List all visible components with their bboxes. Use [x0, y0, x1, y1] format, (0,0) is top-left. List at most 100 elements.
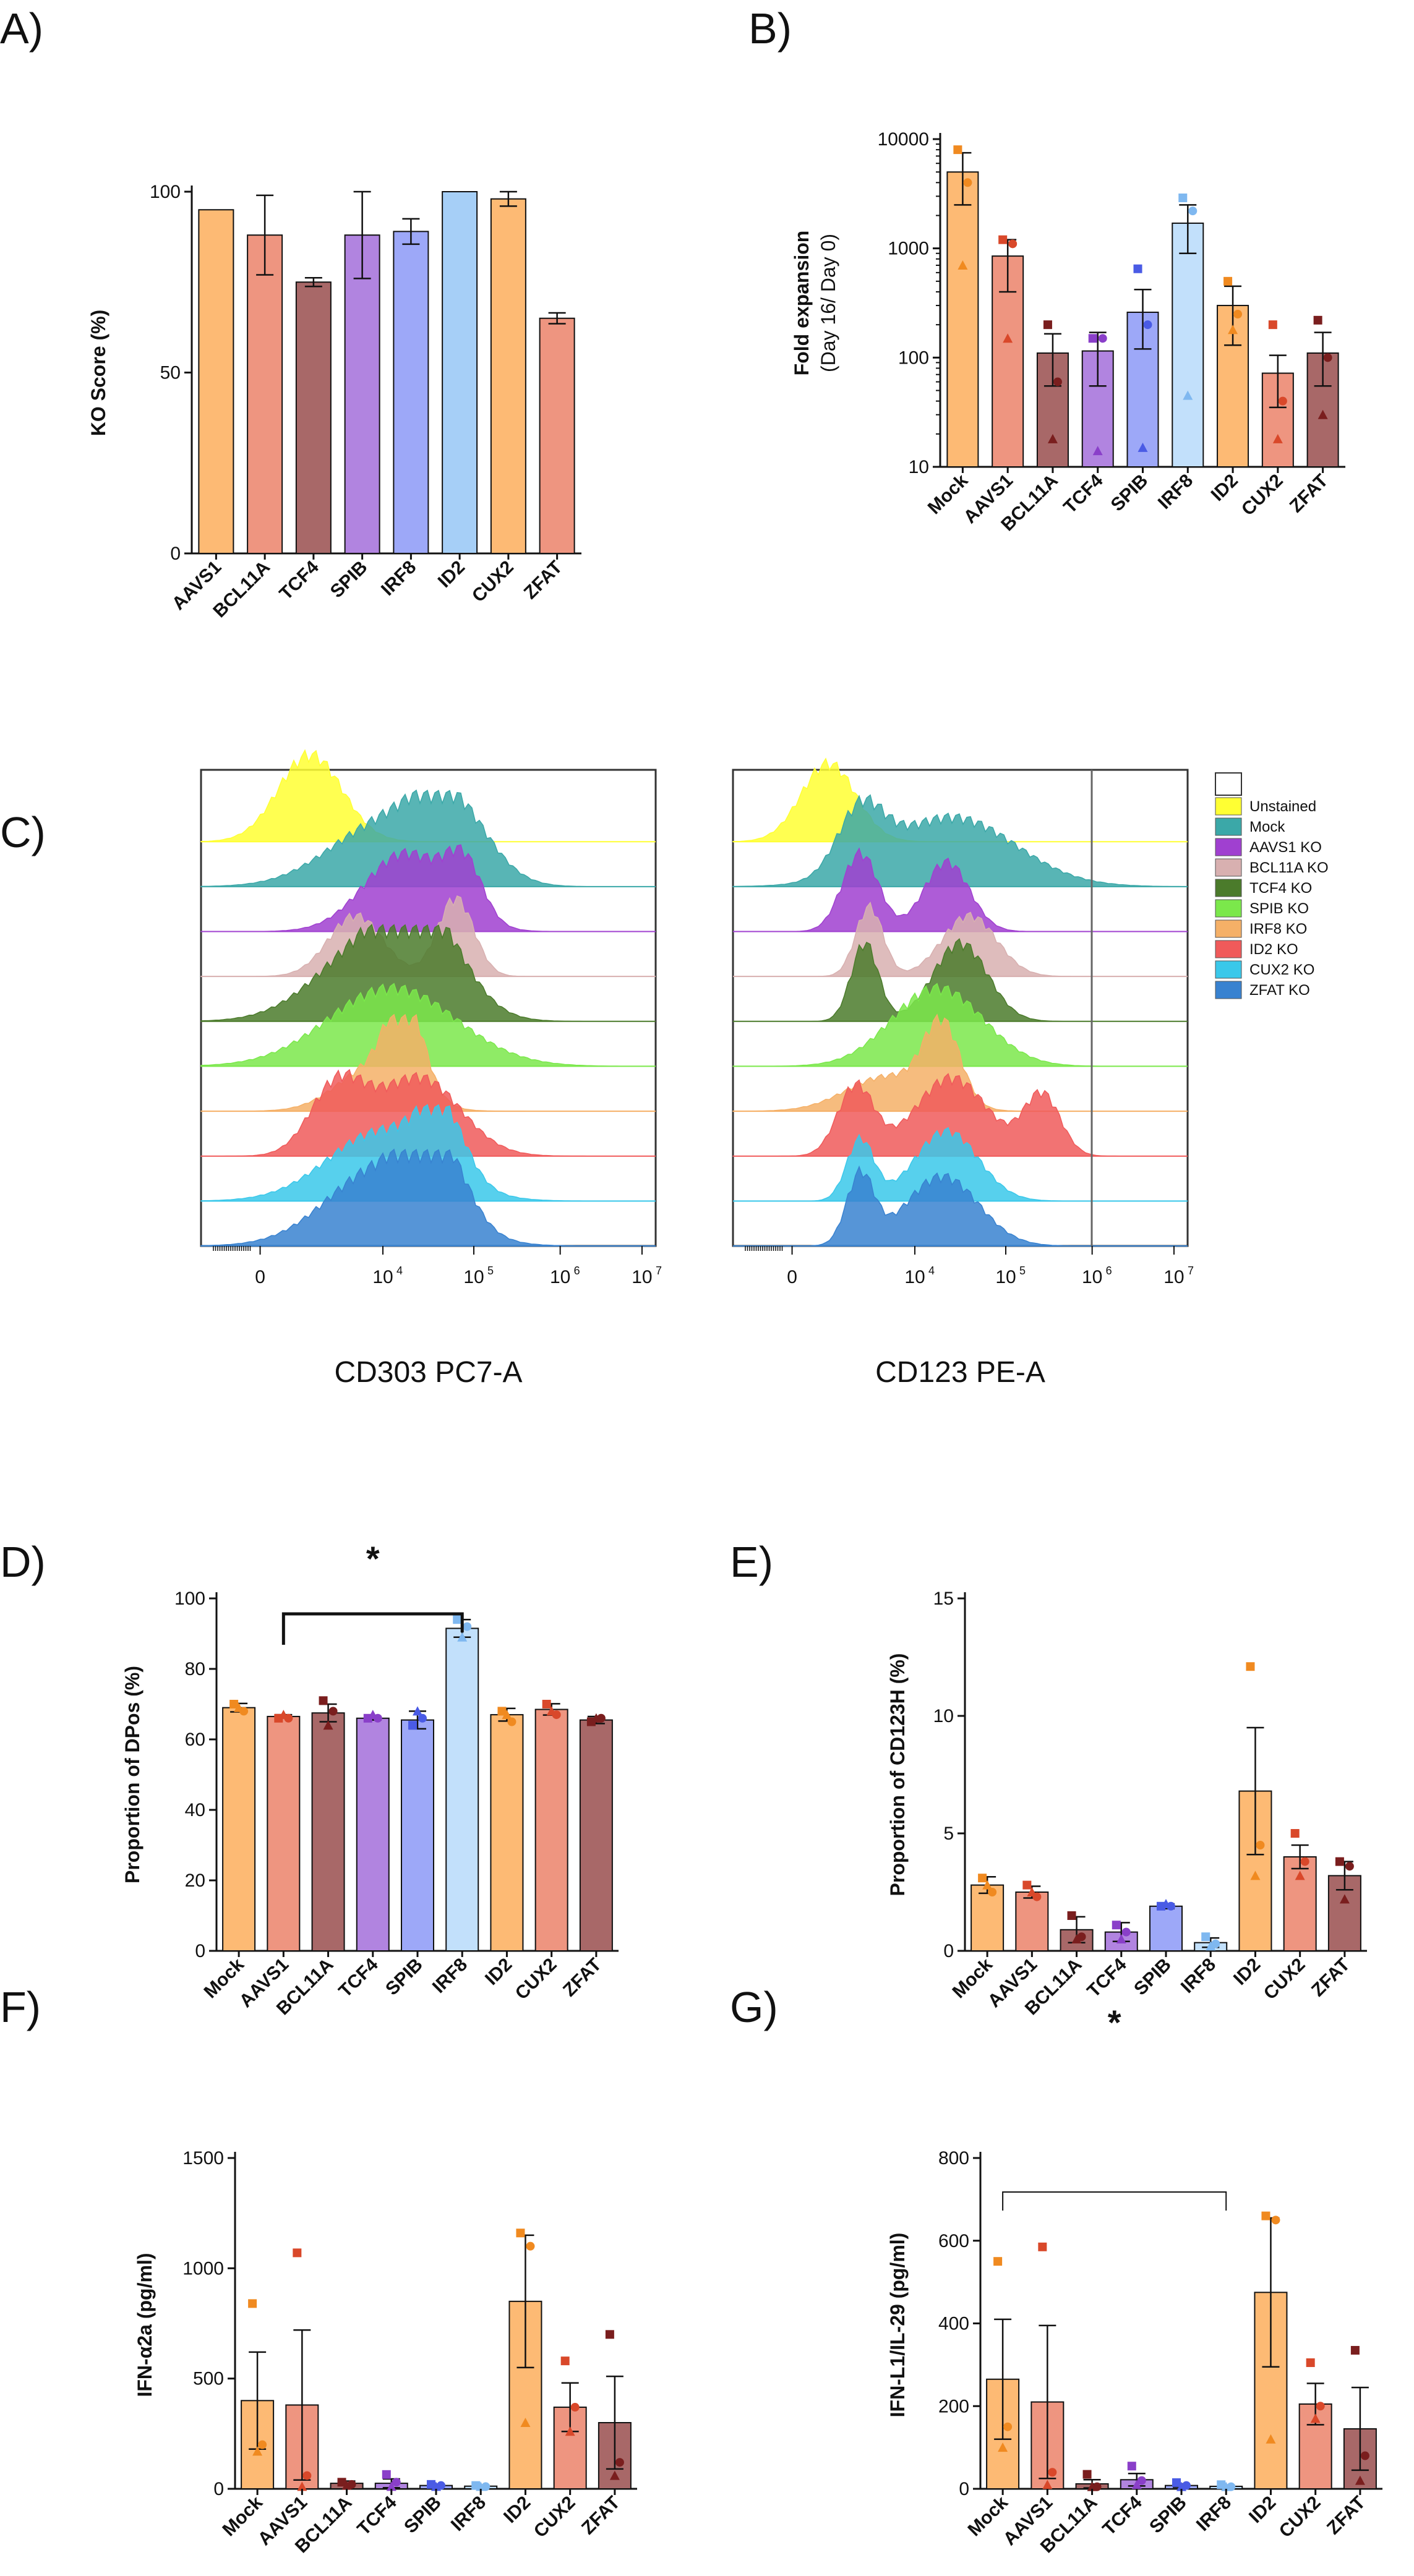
data-point — [615, 2458, 624, 2467]
bar — [295, 281, 332, 554]
y-tick-label: 1000 — [888, 239, 929, 259]
y-axis-title: IFN-L1/IL-29 (pg/ml) — [886, 2233, 909, 2418]
category-label: TCF4 — [1099, 2492, 1146, 2540]
data-point — [453, 1615, 462, 1624]
data-point — [1022, 1880, 1032, 1890]
data-point — [1082, 2470, 1092, 2479]
x-tick-exponent: 7 — [1188, 1265, 1194, 1277]
x-tick-exponent: 6 — [1106, 1265, 1112, 1277]
category-label: IRF8 — [429, 1955, 471, 1997]
data-point — [293, 2248, 302, 2258]
category-label: CUX2 — [512, 1955, 561, 2004]
category-label: TCF4 — [275, 557, 323, 604]
data-point — [1071, 1934, 1082, 1943]
y-tick-label: 60 — [185, 1729, 205, 1750]
data-point — [1088, 334, 1097, 343]
data-point — [229, 1700, 239, 1708]
category-label: CUX2 — [1260, 1955, 1309, 2004]
bar — [534, 1708, 568, 1952]
y-tick-label: 10000 — [878, 129, 929, 150]
data-point — [1008, 239, 1018, 249]
data-point — [605, 2330, 614, 2339]
data-point — [1047, 433, 1058, 443]
data-point — [1067, 1911, 1076, 1920]
data-point — [1176, 2481, 1186, 2491]
data-point — [1157, 1901, 1165, 1911]
data-point — [431, 2481, 441, 2491]
data-point — [1172, 2478, 1181, 2487]
category-label: SPIB — [1130, 1955, 1175, 2000]
x-tick-label: 10 — [372, 1267, 393, 1287]
legend-label: BCL11A KO — [1249, 859, 1329, 876]
y-tick-label: 10 — [909, 457, 929, 477]
bar — [393, 231, 429, 555]
y-tick-label: 500 — [193, 2369, 224, 2389]
data-point — [963, 178, 972, 187]
y-tick-label: 0 — [170, 544, 181, 564]
legend-label: Unstained — [1249, 798, 1316, 815]
data-point — [609, 2470, 620, 2480]
y-tick-label: 100 — [150, 182, 181, 202]
data-point — [1256, 1841, 1265, 1849]
data-point — [1038, 2242, 1047, 2251]
data-point — [982, 1880, 993, 1890]
data-point — [998, 235, 1008, 244]
data-point — [998, 2442, 1008, 2452]
x-tick-label: 0 — [255, 1267, 265, 1287]
category-label: IRF8 — [377, 557, 420, 600]
data-point — [1133, 264, 1142, 273]
bar — [1015, 1891, 1049, 1951]
data-point — [520, 2418, 531, 2427]
category-label: CUX2 — [530, 2493, 580, 2542]
data-point — [1143, 320, 1152, 330]
data-point — [427, 2480, 435, 2489]
data-point — [958, 260, 968, 270]
data-point — [1313, 315, 1322, 325]
significance-star: * — [366, 1539, 380, 1578]
data-point — [565, 2426, 575, 2436]
data-point — [297, 2481, 307, 2491]
significance-star: * — [1108, 2003, 1121, 2042]
data-point — [1027, 1887, 1037, 1896]
y-axis-title: Proportion of CD123H (%) — [886, 1653, 909, 1896]
data-point — [1335, 1857, 1344, 1866]
data-point — [252, 2446, 263, 2456]
data-point — [978, 1874, 987, 1883]
legend-swatch — [1215, 817, 1242, 836]
data-point — [1345, 1862, 1354, 1871]
bar — [490, 198, 526, 554]
x-tick-label: 10 — [904, 1267, 925, 1287]
data-point — [502, 1710, 512, 1720]
data-point — [497, 1707, 507, 1716]
y-axis-title: IFN-α2a (pg/ml) — [134, 2253, 156, 2397]
data-point — [560, 2356, 570, 2366]
histogram-trace — [732, 794, 1188, 887]
y-tick-label: 600 — [938, 2231, 969, 2251]
legend-swatch — [1215, 899, 1242, 918]
y-tick-label: 15 — [933, 1589, 954, 1609]
data-point — [234, 1702, 244, 1712]
legend-swatch — [1215, 960, 1242, 979]
legend-swatch — [1215, 981, 1242, 999]
data-point — [323, 1720, 333, 1730]
y-tick-label: 100 — [174, 1589, 205, 1609]
category-label: IRF8 — [1193, 2493, 1235, 2535]
data-point — [1295, 1870, 1305, 1880]
data-point — [1217, 2480, 1226, 2489]
data-point — [1228, 325, 1238, 335]
bar — [356, 1717, 390, 1952]
y-tick-label: 0 — [943, 1941, 954, 1961]
bar — [267, 1715, 301, 1951]
category-label: ID2 — [481, 1955, 516, 1989]
data-point — [1223, 276, 1233, 286]
category-label: ID2 — [1245, 2493, 1280, 2527]
panel-label-a: A) — [0, 4, 43, 53]
data-point — [1183, 390, 1193, 400]
bar — [946, 171, 979, 467]
category-label: ZFAT — [1286, 471, 1332, 517]
category-label: SPIB — [400, 2493, 445, 2538]
